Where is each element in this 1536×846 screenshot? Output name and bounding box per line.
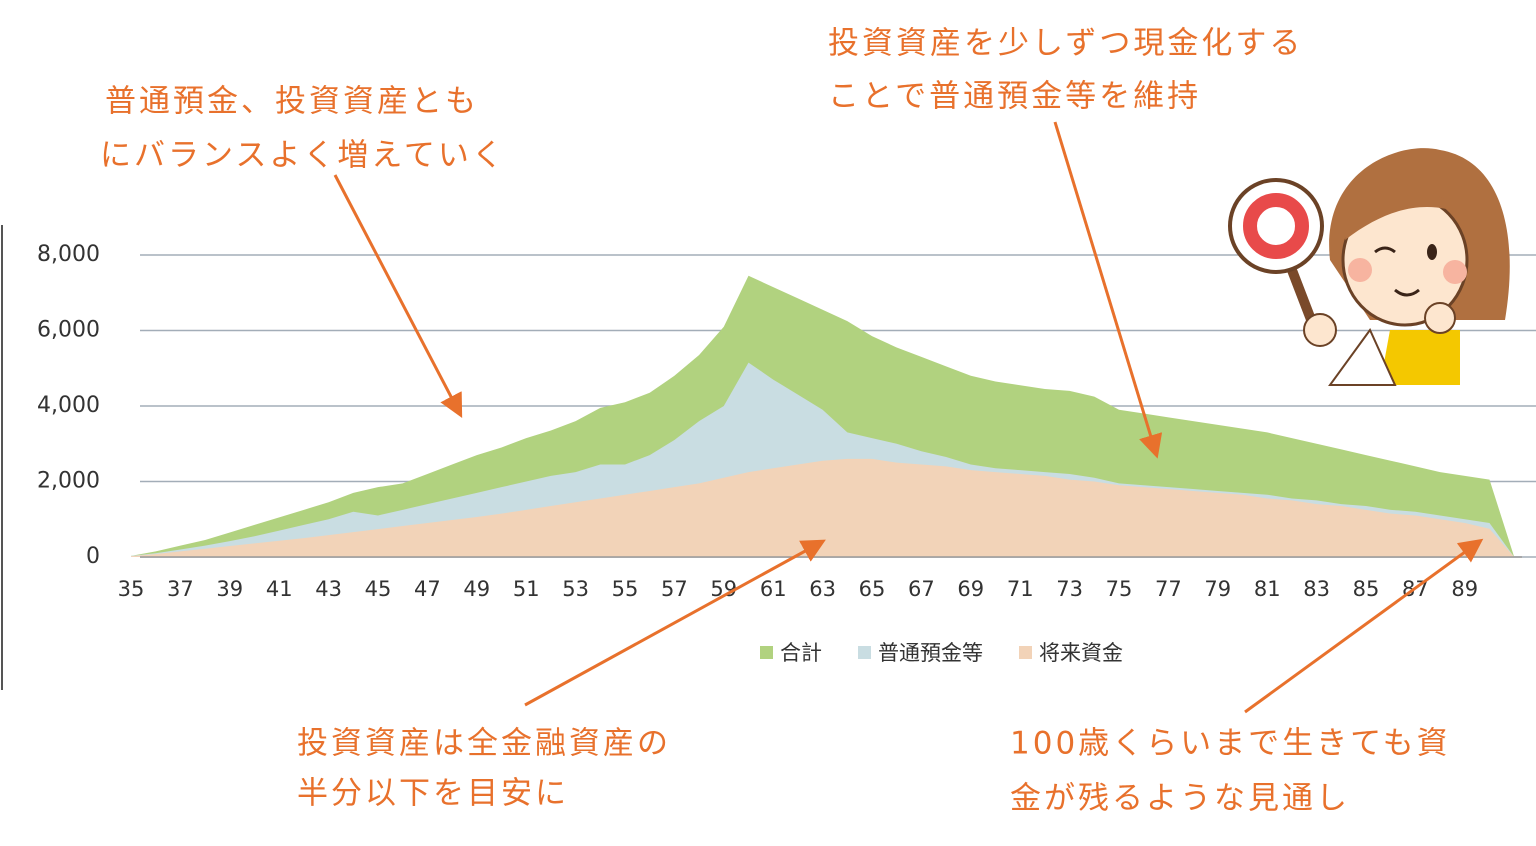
x-tick-label: 71 <box>1007 577 1034 601</box>
arrow <box>1244 538 1484 714</box>
x-tick-label: 69 <box>957 577 984 601</box>
x-tick-label: 43 <box>315 577 342 601</box>
x-tick-label: 65 <box>859 577 886 601</box>
plot-area: 0 2,000 4,000 6,000 8,000 35 37 39 41 43 45 47 49 51 5… <box>37 242 1536 665</box>
arrow <box>333 174 463 418</box>
x-tick-label: 85 <box>1353 577 1380 601</box>
annotation-text: にバランスよく増えていく <box>100 138 506 174</box>
x-tick-label: 47 <box>414 577 441 601</box>
character-illustration <box>1228 148 1510 386</box>
area <box>131 458 1515 557</box>
x-tick-label: 45 <box>365 577 392 601</box>
y-tick-label: 6,000 <box>37 318 100 343</box>
x-tick-label: 37 <box>167 577 194 601</box>
legend-label: 合計 <box>780 641 822 665</box>
x-tick-label: 79 <box>1204 577 1231 601</box>
annotation-text: ことで普通預金等を維持 <box>828 79 1201 115</box>
x-tick-label: 63 <box>809 577 836 601</box>
x-tick-label: 55 <box>612 577 639 601</box>
y-tick-label: 2,000 <box>37 469 100 494</box>
arrow <box>524 539 826 707</box>
x-tick-label: 77 <box>1155 577 1182 601</box>
legend-label: 普通預金等 <box>878 641 983 665</box>
x-tick-label: 39 <box>216 577 243 601</box>
annotation-text: 金が残るような見通し <box>1010 781 1350 817</box>
legend-swatch <box>858 646 871 659</box>
x-tick-label: 73 <box>1056 577 1083 601</box>
x-tick-label: 51 <box>513 577 540 601</box>
x-tick-label: 35 <box>118 577 145 601</box>
y-tick-label: 0 <box>86 544 100 569</box>
x-tick-label: 81 <box>1254 577 1281 601</box>
legend-swatch <box>1019 646 1032 659</box>
x-tick-label: 61 <box>760 577 787 601</box>
x-tick-label: 89 <box>1451 577 1478 601</box>
x-tick-label: 67 <box>908 577 935 601</box>
annotation-text: 半分以下を目安に <box>297 776 569 812</box>
annotation-text: 普通預金、投資資産とも <box>105 84 479 120</box>
x-tick-label: 53 <box>562 577 589 601</box>
y-tick-label: 4,000 <box>37 393 100 418</box>
legend-label: 将来資金 <box>1039 641 1123 665</box>
y-tick-label: 8,000 <box>37 242 100 267</box>
x-tick-label: 75 <box>1106 577 1133 601</box>
x-tick-label: 41 <box>266 577 293 601</box>
x-tick-label: 57 <box>661 577 688 601</box>
x-tick-label: 49 <box>463 577 490 601</box>
annotation-text: 投資資産は全金融資産の <box>297 726 671 762</box>
x-tick-label: 83 <box>1303 577 1330 601</box>
annotation-text: 投資資産を少しずつ現金化する <box>828 26 1303 62</box>
legend-swatch <box>760 646 773 659</box>
arrow <box>1053 121 1163 459</box>
annotation-text: 100歳くらいまで生きても資 <box>1010 726 1451 762</box>
